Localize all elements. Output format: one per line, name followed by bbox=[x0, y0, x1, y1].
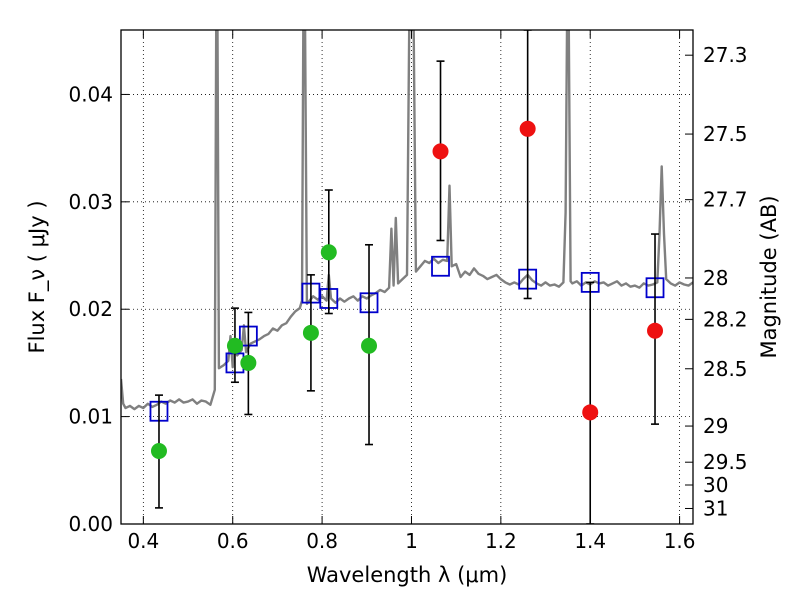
right-tick-label: 29.5 bbox=[703, 450, 748, 474]
right-tick-label: 27.3 bbox=[703, 43, 748, 67]
observed-point-marker bbox=[302, 324, 319, 341]
y-tick-label: 0.00 bbox=[68, 512, 113, 536]
plot-area bbox=[121, 30, 693, 524]
right-axis-label: Magnitude (AB) bbox=[757, 195, 781, 358]
y-tick-label: 0.03 bbox=[68, 190, 113, 214]
observed-point-marker bbox=[582, 404, 599, 421]
model-point-marker bbox=[431, 255, 450, 277]
observed-point-marker bbox=[226, 337, 243, 354]
right-tick-label: 28 bbox=[703, 266, 728, 290]
right-tick-label: 28.2 bbox=[703, 307, 748, 331]
observed-point-marker bbox=[320, 244, 337, 261]
y-tick-label: 0.02 bbox=[68, 297, 113, 321]
observed-point-marker bbox=[519, 120, 536, 137]
right-tick-label: 30 bbox=[703, 473, 728, 497]
observed-point-marker bbox=[432, 143, 449, 160]
x-tick-label: 0.4 bbox=[127, 529, 159, 553]
right-tick-label: 27.5 bbox=[703, 122, 748, 146]
right-tick-label: 29 bbox=[703, 414, 728, 438]
x-tick-label: 1.4 bbox=[574, 529, 606, 553]
x-tick-label: 0.6 bbox=[217, 529, 249, 553]
spectrum-line bbox=[121, 30, 693, 411]
right-tick-label: 28.5 bbox=[703, 357, 748, 381]
plot-frame bbox=[120, 29, 694, 525]
x-tick-label: 1.2 bbox=[485, 529, 517, 553]
y-axis-label: Flux F_ν ( μJy ) bbox=[25, 200, 50, 353]
observed-point-marker bbox=[647, 322, 664, 339]
grid-lines bbox=[121, 30, 693, 525]
observed-point-marker bbox=[150, 442, 167, 459]
x-axis-label: Wavelength λ (μm) bbox=[307, 563, 508, 587]
observed-point-marker bbox=[361, 337, 378, 354]
y-tick-label: 0.01 bbox=[68, 405, 113, 429]
observed-point-marker bbox=[240, 354, 257, 371]
right-tick-label: 31 bbox=[703, 496, 728, 520]
x-tick-label: 1.6 bbox=[664, 529, 696, 553]
axes: 0.4 0.6 0.8 1 1.2 1.4 1.6 0.00 0.01 0.02 0.03 0.04 2… bbox=[68, 30, 748, 553]
right-tick-label: 27.7 bbox=[703, 188, 748, 212]
x-tick-label: 0.8 bbox=[306, 529, 338, 553]
x-tick-label: 1 bbox=[405, 529, 418, 553]
y-tick-label: 0.04 bbox=[68, 82, 113, 106]
